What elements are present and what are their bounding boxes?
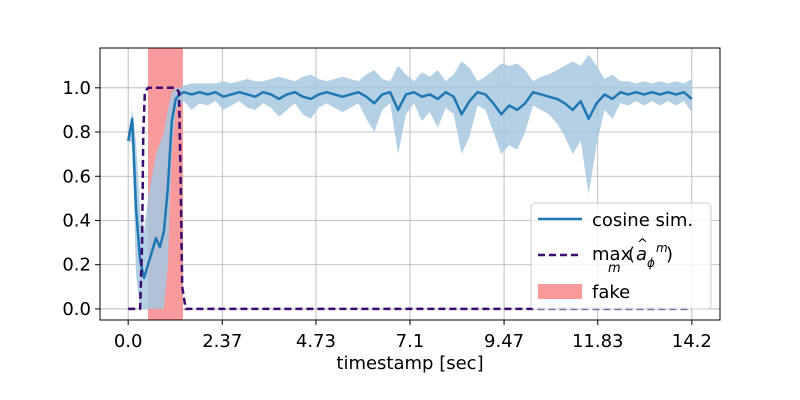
x-axis-ticks: 0.0 2.37 4.73 7.1 9.47 11.83 14.2	[114, 320, 712, 352]
x-tick-label: 7.1	[396, 331, 425, 352]
legend: cosine sim. max m ( a ^ ϕ m ) fake	[530, 202, 712, 310]
y-tick-label: 1.0	[62, 78, 91, 99]
y-axis-ticks: 0.0 0.2 0.4 0.6 0.8 1.0	[62, 78, 100, 320]
legend-max-subscript: m	[608, 261, 621, 276]
x-tick-label: 4.73	[296, 331, 336, 352]
cosine-sim-confidence-band	[128, 54, 692, 309]
legend-a-hat: a	[636, 244, 647, 265]
x-axis-label: timestamp [sec]	[336, 353, 483, 374]
legend-a-superscript: m	[656, 241, 668, 255]
y-tick-label: 0.0	[62, 299, 91, 320]
legend-label-max: max m ( a ^ ϕ m )	[592, 237, 673, 276]
x-tick-label: 14.2	[672, 331, 712, 352]
legend-a-subscript: ϕ	[647, 256, 655, 270]
plot-area	[126, 48, 693, 320]
x-tick-label: 0.0	[114, 331, 143, 352]
y-tick-label: 0.8	[62, 122, 91, 143]
legend-close-paren: )	[666, 244, 673, 265]
legend-frame	[530, 202, 712, 310]
legend-hat-accent: ^	[637, 237, 648, 252]
legend-open-paren: (	[628, 244, 635, 265]
x-tick-label: 9.47	[484, 331, 524, 352]
series-line-max-attention	[128, 86, 692, 311]
y-tick-label: 0.2	[62, 255, 91, 276]
legend-swatch-fake	[538, 284, 582, 299]
legend-label-fake: fake	[592, 282, 630, 303]
y-tick-label: 0.4	[62, 210, 91, 231]
y-tick-label: 0.6	[62, 166, 91, 187]
x-tick-label: 11.83	[572, 331, 624, 352]
legend-max-word: max	[592, 244, 632, 265]
x-tick-label: 2.37	[202, 331, 242, 352]
legend-label-cosine: cosine sim.	[592, 210, 693, 231]
